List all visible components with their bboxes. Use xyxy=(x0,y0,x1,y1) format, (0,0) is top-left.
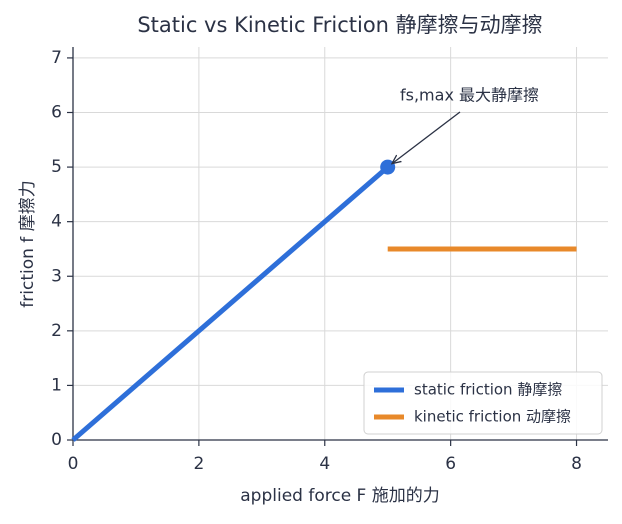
y-tick-label: 0 xyxy=(51,430,62,450)
max-static-point xyxy=(380,159,396,175)
y-tick-label: 6 xyxy=(51,103,62,123)
series-line xyxy=(71,165,390,442)
y-axis-label: friction f 摩擦力 xyxy=(18,180,38,307)
annotation-arrow xyxy=(393,111,461,163)
y-tick-label: 7 xyxy=(51,48,62,68)
chart-title: Static vs Kinetic Friction 静摩擦与动摩擦 xyxy=(137,13,542,37)
x-tick-label: 2 xyxy=(193,454,204,474)
annotation: fs,max 最大静摩擦 xyxy=(400,86,539,105)
y-tick-label: 3 xyxy=(51,266,62,286)
x-tick-label: 0 xyxy=(68,454,79,474)
legend-box xyxy=(363,371,603,435)
x-tick-label: 4 xyxy=(319,454,330,474)
y-tick-label: 5 xyxy=(51,157,62,177)
legend-label: static friction 静摩擦 xyxy=(414,381,562,399)
y-tick-label: 4 xyxy=(51,212,62,232)
x-axis-label: applied force F 施加的力 xyxy=(240,486,440,506)
x-tick-label: 8 xyxy=(571,454,582,474)
x-tick-label: 6 xyxy=(445,454,456,474)
y-tick-label: 1 xyxy=(51,375,62,395)
legend-label: kinetic friction 动摩擦 xyxy=(414,408,571,426)
y-tick-label: 2 xyxy=(51,321,62,341)
